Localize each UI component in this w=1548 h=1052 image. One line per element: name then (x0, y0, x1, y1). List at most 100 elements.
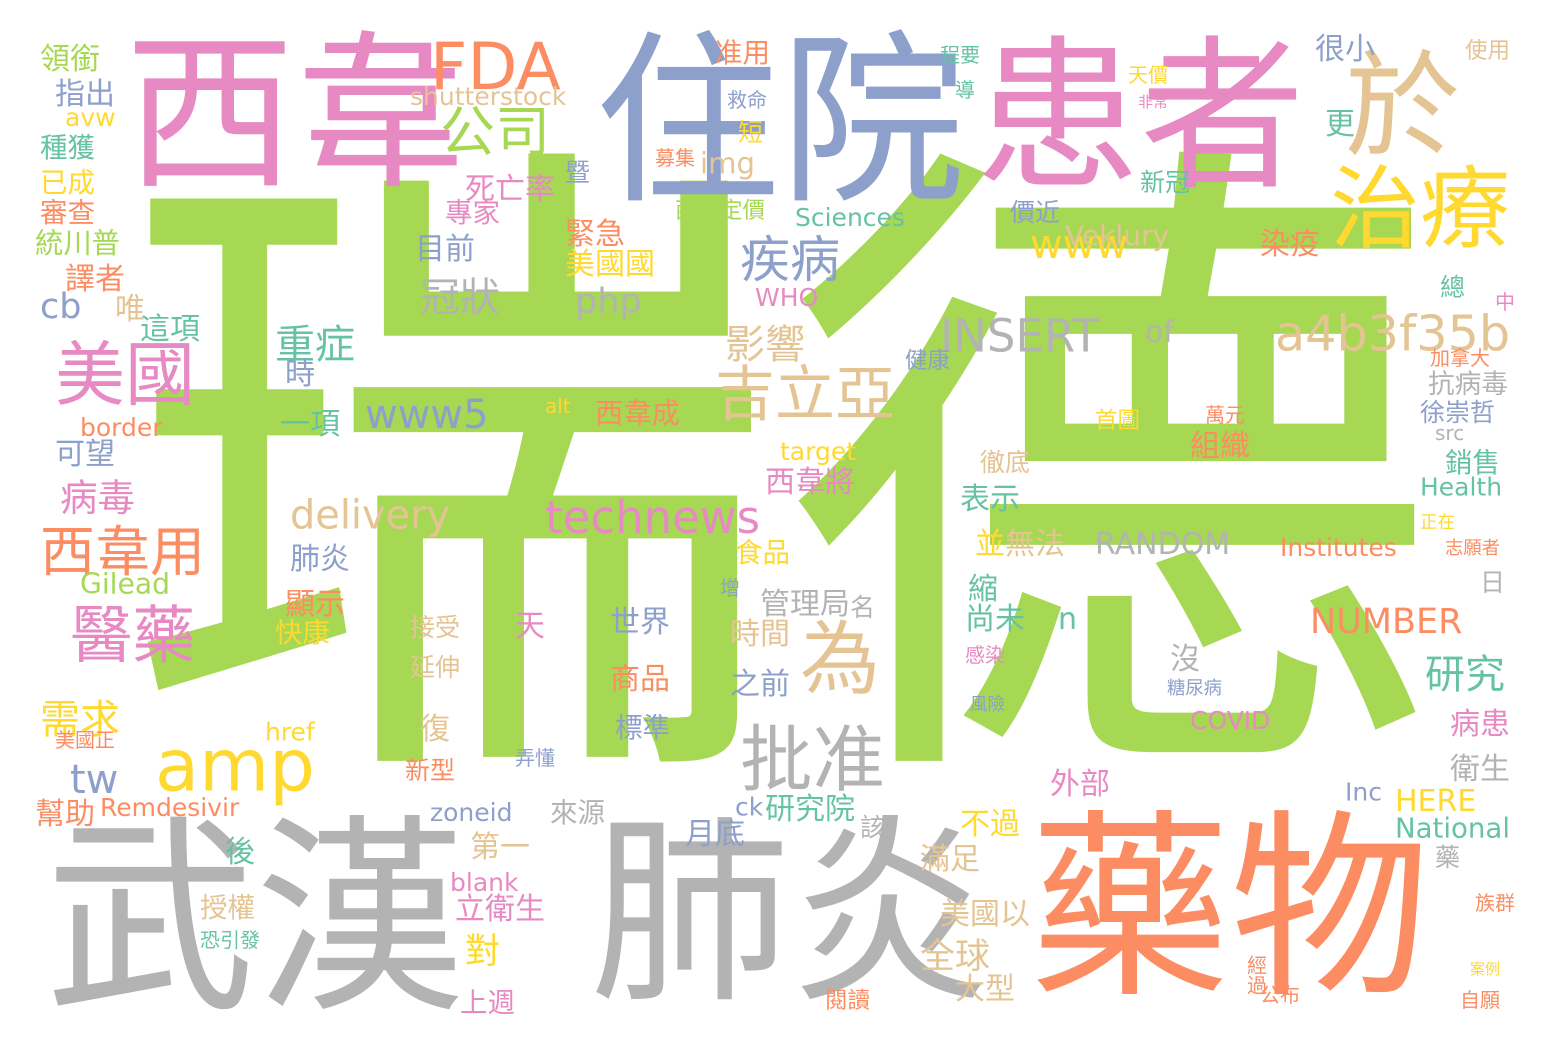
cloud-word: 弄懂 (515, 746, 555, 770)
cloud-word: 非常 (1138, 93, 1168, 111)
cloud-word: 很小 (1315, 32, 1375, 67)
cloud-word: 短 (738, 118, 764, 147)
cloud-word: 中 (1495, 290, 1515, 314)
cloud-word: tw (70, 757, 119, 803)
cloud-word: amp (155, 724, 315, 808)
cloud-word: 健康 (905, 348, 951, 374)
cloud-word: 正在 (1420, 513, 1455, 533)
cloud-word: 加拿大 (1430, 346, 1490, 370)
cloud-word: 第一 (470, 830, 530, 865)
cloud-word: 幫助 (35, 797, 95, 832)
cloud-word: a (1325, 422, 1350, 468)
cloud-word: 接受 (410, 613, 461, 642)
cloud-word: 感染 (965, 643, 1005, 667)
cloud-word: 首圖 (1095, 408, 1141, 434)
cloud-word: 萬元 (1205, 403, 1245, 427)
cloud-word: 天價 (1128, 63, 1168, 87)
cloud-word: cb (40, 287, 82, 327)
cloud-word: 不過 (960, 807, 1020, 842)
cloud-word: 吉立亞 (715, 360, 895, 430)
cloud-word: 公司 (440, 100, 551, 164)
cloud-word: 研究院 (765, 792, 855, 827)
cloud-word: zoneid (430, 798, 513, 827)
cloud-word: 影響 (725, 322, 805, 368)
cloud-word: 志願者 (1445, 537, 1501, 560)
cloud-word: 延伸 (410, 653, 461, 682)
cloud-word: Sciences (795, 203, 905, 232)
cloud-word: Inc (1345, 777, 1382, 807)
cloud-word: 尚未 (965, 602, 1025, 637)
cloud-word: 組織 (1190, 429, 1250, 464)
cloud-word: 救命 (727, 88, 767, 112)
cloud-word: 外部 (1050, 767, 1110, 802)
cloud-word: National (1395, 812, 1510, 845)
cloud-word: NUMBER (1310, 602, 1463, 642)
cloud-word: 肺炎 (290, 542, 350, 577)
cloud-word: n (1058, 602, 1078, 637)
cloud-word: img (700, 147, 756, 181)
cloud-word: 抗病毒 (1428, 369, 1508, 400)
cloud-word: 該 (860, 813, 885, 842)
cloud-word: 標準 (615, 712, 670, 744)
cloud-word: 可望 (55, 437, 115, 472)
cloud-word: 月底 (685, 817, 745, 852)
cloud-word: 經過 (1243, 955, 1268, 996)
cloud-word: a4b3f35b (1275, 305, 1511, 363)
cloud-word: 譯者 (65, 262, 125, 297)
cloud-word: delivery (290, 491, 451, 539)
cloud-word: 銷售 (1445, 447, 1500, 479)
cloud-word: 來源 (550, 797, 605, 829)
cloud-word: 患者 (975, 21, 1305, 213)
cloud-word: 准用 (715, 37, 770, 69)
cloud-word: INSERT (940, 310, 1100, 363)
cloud-word: 唯 (115, 292, 145, 327)
cloud-word: 更 (1325, 107, 1355, 142)
cloud-word: 領銜 (40, 42, 100, 77)
cloud-word: 公布 (1260, 983, 1300, 1007)
cloud-word: 染疫 (1260, 227, 1320, 262)
cloud-word: target (780, 437, 857, 467)
cloud-word: 種獲 (40, 132, 95, 164)
cloud-word: 復 (420, 712, 450, 747)
cloud-word: 專家 (445, 197, 500, 229)
cloud-word: 恐引發 (200, 928, 260, 952)
cloud-word: www5 (365, 392, 489, 438)
cloud-word: Remdesivir (100, 793, 240, 822)
cloud-word: 美國國 (565, 247, 655, 282)
cloud-word: 募集 (655, 146, 695, 170)
cloud-word: 緊急 (565, 217, 625, 252)
cloud-word: WHO (755, 283, 819, 312)
cloud-word: 藥 (1435, 843, 1460, 872)
cloud-word: 授權 (200, 892, 255, 924)
cloud-word: 病患 (1450, 707, 1510, 742)
cloud-word: 導 (955, 78, 975, 102)
cloud-word: 研究 (1425, 652, 1505, 698)
cloud-word: 表示 (960, 482, 1020, 517)
cloud-word: 案例 (1470, 960, 1500, 978)
cloud-word: 程要 (940, 43, 980, 67)
cloud-word: 西韋 (125, 16, 466, 214)
cloud-word: HERE (1395, 784, 1477, 819)
cloud-word: 並 (975, 527, 1005, 562)
cloud-word: 病毒 (60, 476, 135, 520)
cloud-word: COVID (1190, 706, 1271, 735)
cloud-word: 立衛生 (455, 892, 545, 927)
cloud-word: 快康 (275, 617, 330, 649)
cloud-word: 重症 (275, 322, 355, 368)
cloud-word: 沒 (1170, 642, 1200, 677)
cloud-word: ck (735, 792, 764, 822)
cloud-word: 縮 (968, 572, 998, 607)
cloud-word: 糖尿病 (1167, 677, 1223, 700)
cloud-word: 統川普 (35, 226, 120, 261)
cloud-word: avw (65, 103, 116, 132)
cloud-word: 需求 (40, 697, 120, 743)
cloud-word: 一項 (280, 407, 340, 442)
cloud-word: 後 (225, 835, 255, 870)
cloud-word: 新型 (405, 756, 456, 785)
cloud-word: 價近 (1010, 198, 1061, 227)
cloud-word: href (265, 717, 315, 748)
cloud-word: 暨 (565, 158, 590, 187)
cloud-word: 大型 (955, 972, 1015, 1007)
cloud-word: 為 (800, 613, 880, 706)
